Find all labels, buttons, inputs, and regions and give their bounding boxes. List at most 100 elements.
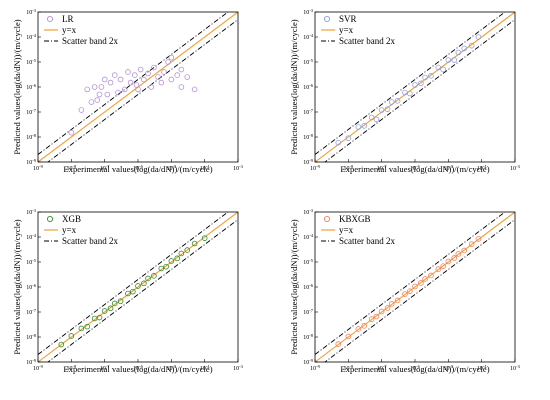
x-tick-exponent: -3 [516, 164, 520, 169]
chart-panel-2: 10-9 10-8 10-7 10-6 10-5 10-4 10-3 10-9 10-8 10-7… [289, 8, 521, 174]
y-tick-label: 10-3 [26, 8, 36, 16]
data-point [84, 86, 91, 93]
y-tick-label: 10-8 [26, 133, 36, 141]
data-point [161, 69, 167, 75]
x-axis-title: Experimental values(log(da/dN))/(m/cycle… [340, 364, 489, 374]
y-tick-label: 10-4 [26, 33, 36, 41]
plot-area [38, 12, 238, 162]
data-point [151, 64, 157, 71]
identity-line [315, 212, 515, 362]
data-point [117, 298, 124, 305]
data-point [135, 283, 141, 289]
x-tick-label: 10-7 [377, 364, 387, 372]
legend-label: LR [62, 14, 74, 24]
data-point [178, 250, 185, 257]
y-tick-label: 10-9 [303, 358, 313, 366]
y-tick-label: 10-3 [26, 208, 36, 216]
x-tick-exponent: -8 [72, 364, 76, 369]
x-tick-exponent: -3 [516, 364, 520, 369]
x-tick-exponent: -6 [139, 364, 143, 369]
data-point [141, 76, 147, 83]
x-tick-exponent: -4 [206, 164, 210, 169]
data-point [361, 323, 368, 329]
legend-label: XGB [62, 214, 81, 224]
scatter-band-lower-line [324, 219, 515, 362]
data-point [178, 84, 185, 90]
data-point [451, 255, 458, 261]
y-tick-exponent: -6 [32, 83, 36, 88]
data-point [455, 251, 462, 257]
legend-label: Scatter band 2x [62, 236, 118, 246]
x-tick-exponent: -8 [72, 164, 76, 169]
data-point [378, 308, 385, 315]
data-point [68, 333, 75, 339]
y-tick-exponent: -5 [32, 258, 36, 263]
x-tick-label: 10-5 [166, 164, 176, 172]
y-tick-label: 10-6 [26, 283, 36, 291]
legend-label: y=x [62, 225, 77, 235]
y-tick-exponent: -6 [32, 283, 36, 288]
legend-label: KBXGB [339, 214, 371, 224]
data-point [163, 263, 169, 270]
x-tick-exponent: -5 [172, 164, 176, 169]
legend-marker [46, 215, 54, 223]
x-axis-title: Experimental values(log(da/dN))/(m/cycle… [63, 364, 212, 374]
y-tick-exponent: -3 [32, 8, 36, 13]
data-point [104, 91, 111, 98]
data-point [428, 272, 434, 279]
y-tick-exponent: -4 [32, 33, 36, 38]
x-tick-label: 10-9 [310, 164, 320, 172]
x-tick-exponent: -9 [316, 164, 320, 169]
y-tick-exponent: -9 [309, 158, 313, 163]
data-point [158, 79, 165, 86]
data-point [402, 291, 408, 297]
data-point [117, 76, 124, 83]
data-point [435, 266, 442, 272]
identity-line [38, 212, 238, 362]
y-tick-exponent: -9 [309, 358, 313, 363]
x-tick-label: 10-8 [66, 364, 76, 372]
data-point [475, 236, 482, 242]
y-tick-exponent: -4 [309, 233, 313, 238]
x-tick-label: 10-8 [66, 164, 76, 172]
data-point [145, 275, 151, 282]
data-point [94, 97, 101, 103]
y-axis-title: Predicted values(log(da/dN))/(m/cycle) [289, 19, 299, 154]
data-point [125, 69, 131, 75]
scatter-band-lower-line [47, 19, 238, 162]
data-point [461, 247, 468, 254]
data-point [168, 258, 175, 264]
data-point [355, 124, 362, 130]
y-tick-exponent: -7 [32, 308, 36, 313]
data-point [155, 74, 161, 80]
y-tick-exponent: -4 [309, 33, 313, 38]
data-point [148, 84, 155, 90]
x-tick-exponent: -7 [106, 364, 110, 369]
x-tick-exponent: -9 [316, 364, 320, 369]
data-point [111, 300, 118, 307]
y-tick-exponent: -9 [32, 158, 36, 163]
y-axis-title: Predicted values(log(da/dN))/(m/cycle) [12, 19, 22, 154]
data-point [84, 323, 91, 330]
x-tick-exponent: -6 [139, 164, 143, 169]
data-point [384, 106, 391, 112]
data-point [418, 280, 424, 286]
data-point [68, 129, 75, 136]
data-point [58, 341, 65, 348]
data-point [184, 247, 191, 253]
data-point [158, 265, 165, 272]
x-tick-label: 10-9 [33, 364, 43, 372]
x-tick-label: 10-7 [100, 164, 110, 172]
x-tick-label: 10-6 [410, 364, 420, 372]
data-point [96, 314, 103, 321]
data-point [88, 99, 95, 105]
x-tick-exponent: -5 [449, 364, 453, 369]
x-tick-label: 10-5 [166, 364, 176, 372]
data-point [98, 84, 105, 90]
data-point [130, 288, 136, 295]
x-tick-exponent: -7 [106, 164, 110, 169]
scatter-band-upper-line [315, 12, 506, 155]
